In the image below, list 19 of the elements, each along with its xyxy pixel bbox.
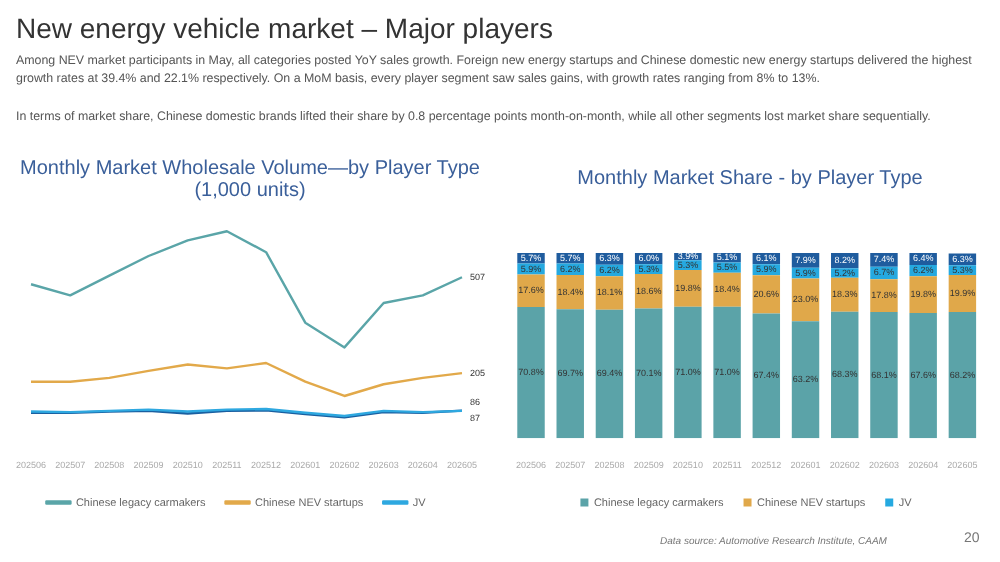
bar bbox=[791, 321, 820, 439]
bar bbox=[674, 270, 702, 307]
bar bbox=[831, 311, 859, 439]
bar bbox=[909, 276, 937, 314]
bar bbox=[674, 306, 702, 439]
bar bbox=[713, 306, 741, 439]
bar bbox=[713, 272, 741, 307]
bar bbox=[870, 312, 898, 439]
bar bbox=[752, 313, 781, 439]
bar bbox=[870, 279, 898, 313]
text: New energy vehicle market – Major players bbox=[16, 12, 553, 44]
bar bbox=[634, 308, 663, 439]
bar bbox=[948, 311, 977, 439]
bar bbox=[595, 309, 624, 439]
bar bbox=[556, 309, 584, 439]
chart-title: Monthly Market Wholesale Volume—by Player Type (1,000 units) bbox=[20, 158, 480, 202]
bar bbox=[517, 307, 545, 439]
bar bbox=[909, 313, 937, 439]
chart-title: Monthly Market Share - by Player Type bbox=[575, 168, 925, 190]
